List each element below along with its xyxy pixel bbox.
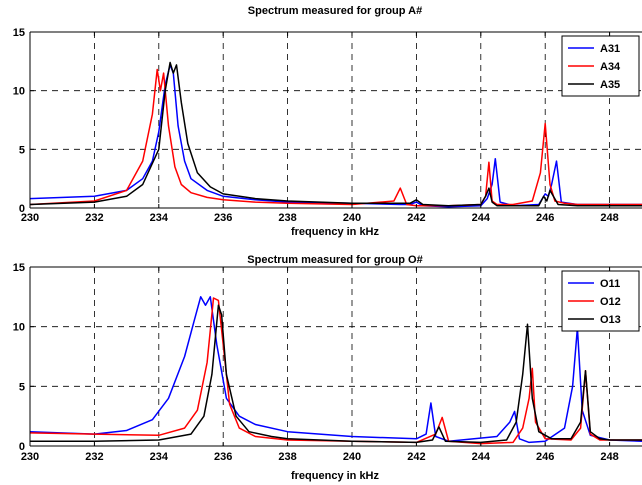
x-tick-label: 240 bbox=[343, 212, 361, 224]
x-tick-label: 246 bbox=[536, 451, 554, 463]
legend-label-o12: O12 bbox=[600, 296, 621, 308]
x-tick-label: 230 bbox=[21, 451, 39, 463]
legend: A31 A34 A35 bbox=[561, 35, 640, 97]
y-tick-label: 0 bbox=[19, 203, 25, 215]
series-line-a34 bbox=[30, 68, 642, 207]
x-tick-label: 238 bbox=[278, 212, 296, 224]
series-line-o11 bbox=[30, 296, 642, 444]
plot-area bbox=[30, 32, 642, 208]
x-tick-label: 236 bbox=[214, 451, 232, 463]
chart-title: Spectrum measured for group O# bbox=[247, 254, 422, 266]
plot-area bbox=[30, 267, 642, 446]
x-axis-label: frequency in kHz bbox=[291, 470, 380, 482]
y-tick-label: 10 bbox=[13, 322, 25, 334]
x-tick-label: 234 bbox=[150, 212, 169, 224]
x-tick-label: 232 bbox=[85, 451, 103, 463]
x-tick-label: 234 bbox=[150, 451, 169, 463]
chart-title: Spectrum measured for group A# bbox=[248, 5, 422, 17]
x-tick-label: 240 bbox=[343, 451, 361, 463]
legend-box bbox=[561, 35, 640, 97]
x-tick-label: 232 bbox=[85, 212, 103, 224]
x-tick-label: 248 bbox=[600, 212, 618, 224]
legend-label-a35: A35 bbox=[600, 79, 620, 91]
x-tick-label: 248 bbox=[600, 451, 618, 463]
y-tick-label: 5 bbox=[19, 144, 25, 156]
series-line-o13 bbox=[30, 304, 642, 444]
legend: O11 O12 O13 bbox=[561, 270, 640, 332]
x-axis-label: frequency in kHz bbox=[291, 226, 380, 238]
chart-panel-2: 230232234236238240242244246248250051015S… bbox=[13, 254, 642, 482]
x-tick-label: 236 bbox=[214, 212, 232, 224]
y-tick-label: 0 bbox=[19, 441, 25, 453]
y-tick-label: 5 bbox=[19, 381, 25, 393]
x-tick-label: 244 bbox=[472, 212, 491, 224]
y-tick-label: 10 bbox=[13, 86, 25, 98]
x-tick-label: 242 bbox=[407, 451, 425, 463]
y-tick-label: 15 bbox=[13, 262, 25, 274]
x-tick-label: 238 bbox=[278, 451, 296, 463]
x-tick-label: 230 bbox=[21, 212, 39, 224]
legend-label-o13: O13 bbox=[600, 314, 621, 326]
chart-panel-1: 230232234236238240242244246248250051015S… bbox=[13, 5, 642, 238]
x-tick-label: 244 bbox=[472, 451, 491, 463]
y-tick-label: 15 bbox=[13, 27, 25, 39]
legend-label-a31: A31 bbox=[600, 43, 620, 55]
x-tick-label: 246 bbox=[536, 212, 554, 224]
x-tick-label: 242 bbox=[407, 212, 425, 224]
legend-label-a34: A34 bbox=[600, 61, 621, 73]
legend-label-o11: O11 bbox=[600, 278, 620, 290]
series-line-a35 bbox=[30, 61, 642, 207]
